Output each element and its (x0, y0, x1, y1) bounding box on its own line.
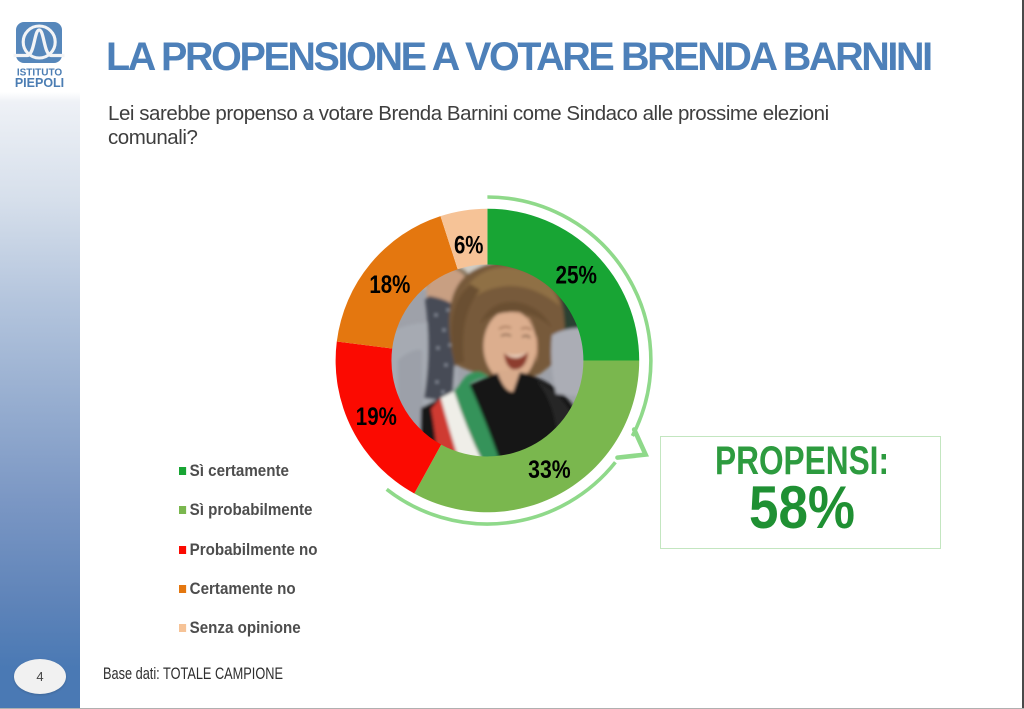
svg-text:58%: 58% (749, 474, 855, 541)
svg-text:ISTITUTO: ISTITUTO (17, 68, 63, 79)
svg-text:33%: 33% (528, 456, 571, 484)
svg-text:19%: 19% (356, 403, 397, 431)
svg-text:PROPENSI:: PROPENSI: (715, 439, 889, 483)
svg-text:6%: 6% (454, 232, 484, 260)
svg-text:18%: 18% (369, 271, 410, 299)
svg-text:25%: 25% (555, 261, 597, 289)
svg-text:PIEPOLI: PIEPOLI (15, 76, 64, 90)
